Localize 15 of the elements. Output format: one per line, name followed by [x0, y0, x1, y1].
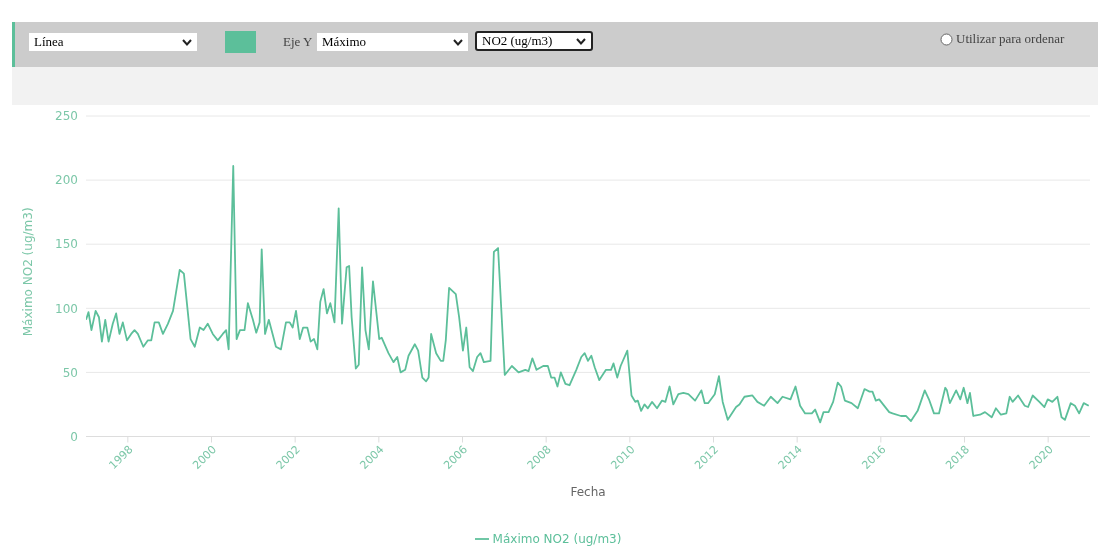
dropdown: Línea	[28, 32, 198, 52]
x-axis-title: Fecha	[570, 484, 606, 499]
dropdown: Máximo	[316, 32, 469, 52]
line-series	[86, 165, 1090, 424]
legend-label: Máximo NO2 (ug/m3)	[492, 531, 622, 546]
text: Eje Y	[283, 34, 313, 50]
y-axis-title: Máximo NO2 (ug/m3)	[21, 207, 36, 337]
y-tick-label: 0	[70, 429, 78, 444]
dropdown: NO2 (ug/m3)	[475, 31, 593, 51]
y-tick-label: 150	[55, 237, 78, 252]
y-tick-label: 200	[55, 173, 78, 188]
y-tick-label: 50	[62, 365, 78, 380]
text: Utilizar para ordenar	[956, 31, 1065, 47]
y-tick-label: 100	[55, 301, 78, 316]
y-tick-label: 250	[55, 109, 78, 124]
